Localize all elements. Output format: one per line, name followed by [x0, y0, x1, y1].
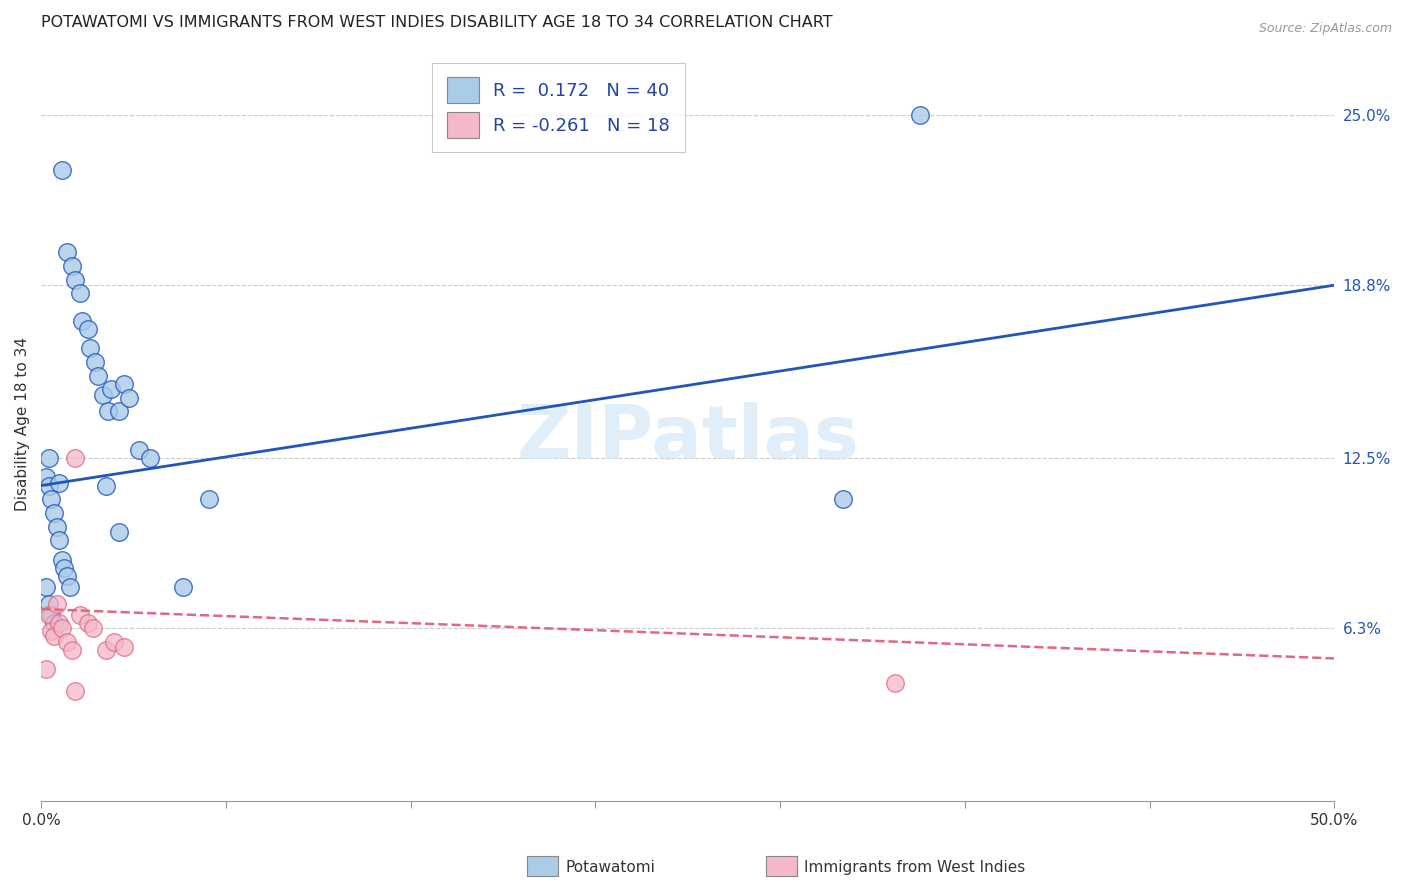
- Point: [82, 621, 104, 635]
- Point: [91, 388, 114, 402]
- Text: POTAWATOMI VS IMMIGRANTS FROM WEST INDIES DISABILITY AGE 18 TO 34 CORRELATION CH: POTAWATOMI VS IMMIGRANTS FROM WEST INDIE…: [41, 15, 832, 30]
- Point: [48, 475, 70, 490]
- Point: [41, 492, 63, 507]
- Legend: R =  0.172   N = 40, R = -0.261   N = 18: R = 0.172 N = 40, R = -0.261 N = 18: [432, 63, 685, 152]
- Point: [103, 635, 125, 649]
- Point: [94, 643, 117, 657]
- Point: [79, 341, 101, 355]
- Point: [60, 259, 83, 273]
- Point: [63, 684, 86, 698]
- Point: [48, 615, 70, 630]
- Point: [35, 470, 58, 484]
- Point: [41, 607, 63, 622]
- Point: [48, 533, 70, 548]
- Point: [76, 322, 98, 336]
- Text: Immigrants from West Indies: Immigrants from West Indies: [804, 860, 1025, 874]
- Point: [172, 580, 194, 594]
- Point: [107, 525, 129, 540]
- Point: [45, 519, 67, 533]
- Point: [883, 676, 905, 690]
- Point: [100, 383, 122, 397]
- Point: [69, 607, 91, 622]
- Point: [38, 478, 60, 492]
- Point: [118, 391, 141, 405]
- Point: [53, 561, 76, 575]
- Point: [42, 615, 65, 630]
- Point: [63, 273, 86, 287]
- Point: [42, 506, 65, 520]
- Point: [51, 621, 73, 635]
- Point: [84, 355, 107, 369]
- Text: Source: ZipAtlas.com: Source: ZipAtlas.com: [1258, 22, 1392, 36]
- Point: [45, 597, 67, 611]
- Point: [63, 451, 86, 466]
- Point: [72, 314, 94, 328]
- Point: [831, 492, 853, 507]
- Point: [42, 630, 65, 644]
- Point: [69, 286, 91, 301]
- Point: [38, 597, 60, 611]
- Point: [910, 108, 932, 122]
- Point: [41, 624, 63, 638]
- Point: [60, 643, 83, 657]
- Point: [51, 552, 73, 566]
- Point: [87, 368, 110, 383]
- Point: [51, 163, 73, 178]
- Point: [112, 640, 135, 655]
- Point: [38, 607, 60, 622]
- Point: [94, 478, 117, 492]
- Point: [56, 245, 79, 260]
- Point: [76, 615, 98, 630]
- Point: [35, 662, 58, 676]
- Point: [97, 404, 120, 418]
- Point: [58, 580, 80, 594]
- Point: [38, 451, 60, 466]
- Point: [138, 451, 160, 466]
- Point: [198, 492, 221, 507]
- Text: Potawatomi: Potawatomi: [565, 860, 655, 874]
- Point: [107, 404, 129, 418]
- Point: [56, 635, 79, 649]
- Point: [35, 580, 58, 594]
- Point: [128, 442, 150, 457]
- Text: ZIPatlas: ZIPatlas: [516, 402, 859, 475]
- Y-axis label: Disability Age 18 to 34: Disability Age 18 to 34: [15, 337, 30, 511]
- Point: [112, 376, 135, 391]
- Point: [56, 569, 79, 583]
